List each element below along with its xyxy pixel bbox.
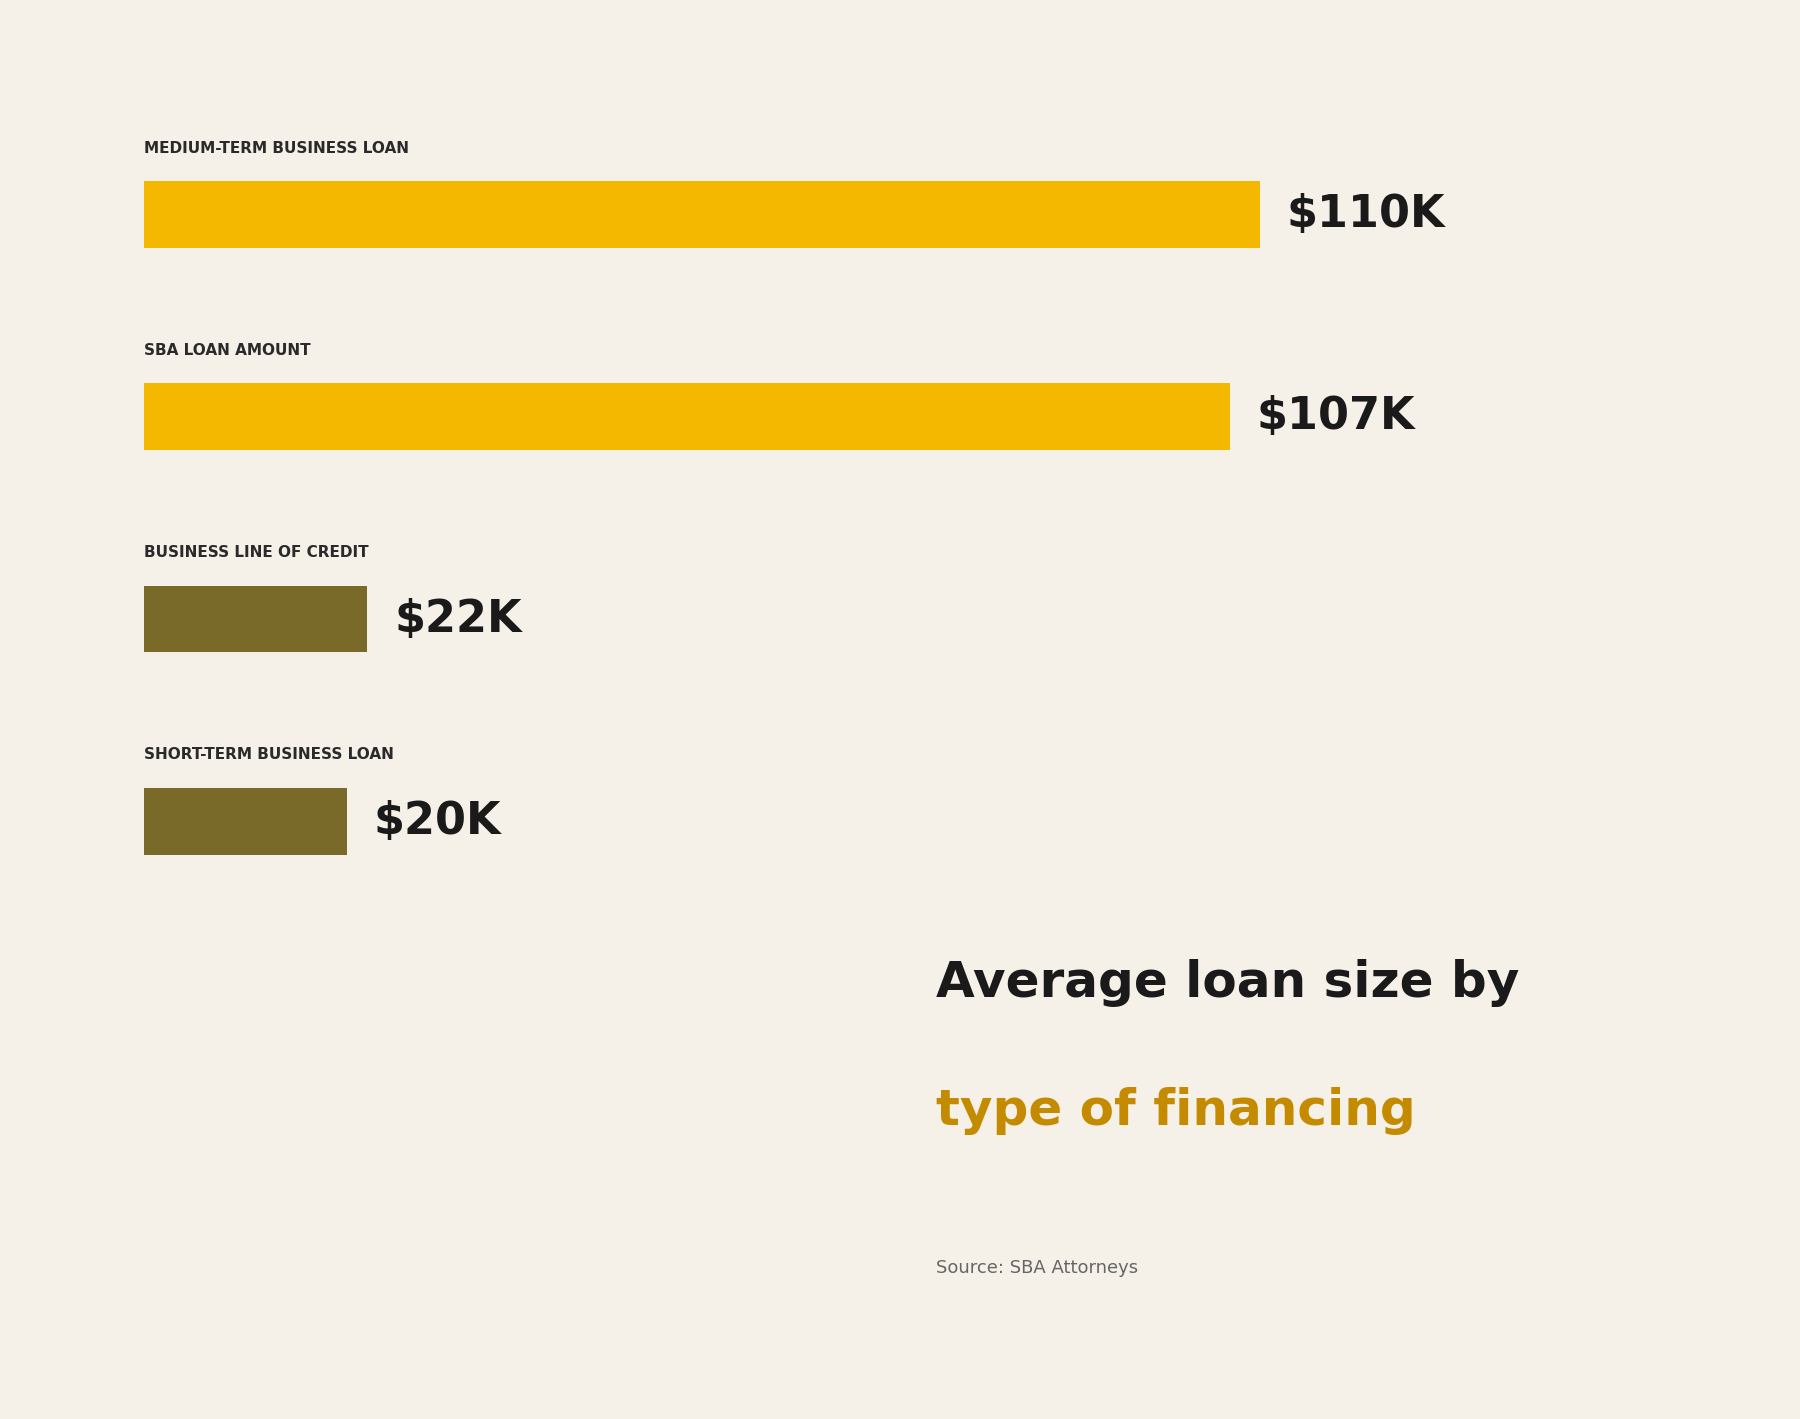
FancyBboxPatch shape: [144, 586, 367, 653]
Text: BUSINESS LINE OF CREDIT: BUSINESS LINE OF CREDIT: [144, 545, 369, 561]
Text: SBA LOAN AMOUNT: SBA LOAN AMOUNT: [144, 343, 311, 358]
Text: SHORT-TERM BUSINESS LOAN: SHORT-TERM BUSINESS LOAN: [144, 748, 394, 762]
Text: MEDIUM-TERM BUSINESS LOAN: MEDIUM-TERM BUSINESS LOAN: [144, 140, 409, 156]
Text: Average loan size by: Average loan size by: [936, 959, 1519, 1007]
FancyBboxPatch shape: [144, 182, 1260, 248]
Text: $20K: $20K: [374, 800, 502, 843]
Text: Source: SBA Attorneys: Source: SBA Attorneys: [936, 1259, 1138, 1277]
FancyBboxPatch shape: [144, 788, 347, 854]
Text: $107K: $107K: [1256, 396, 1415, 438]
Text: $110K: $110K: [1287, 193, 1445, 236]
Text: $22K: $22K: [394, 597, 522, 640]
Text: type of financing: type of financing: [936, 1087, 1417, 1135]
FancyBboxPatch shape: [144, 383, 1229, 450]
